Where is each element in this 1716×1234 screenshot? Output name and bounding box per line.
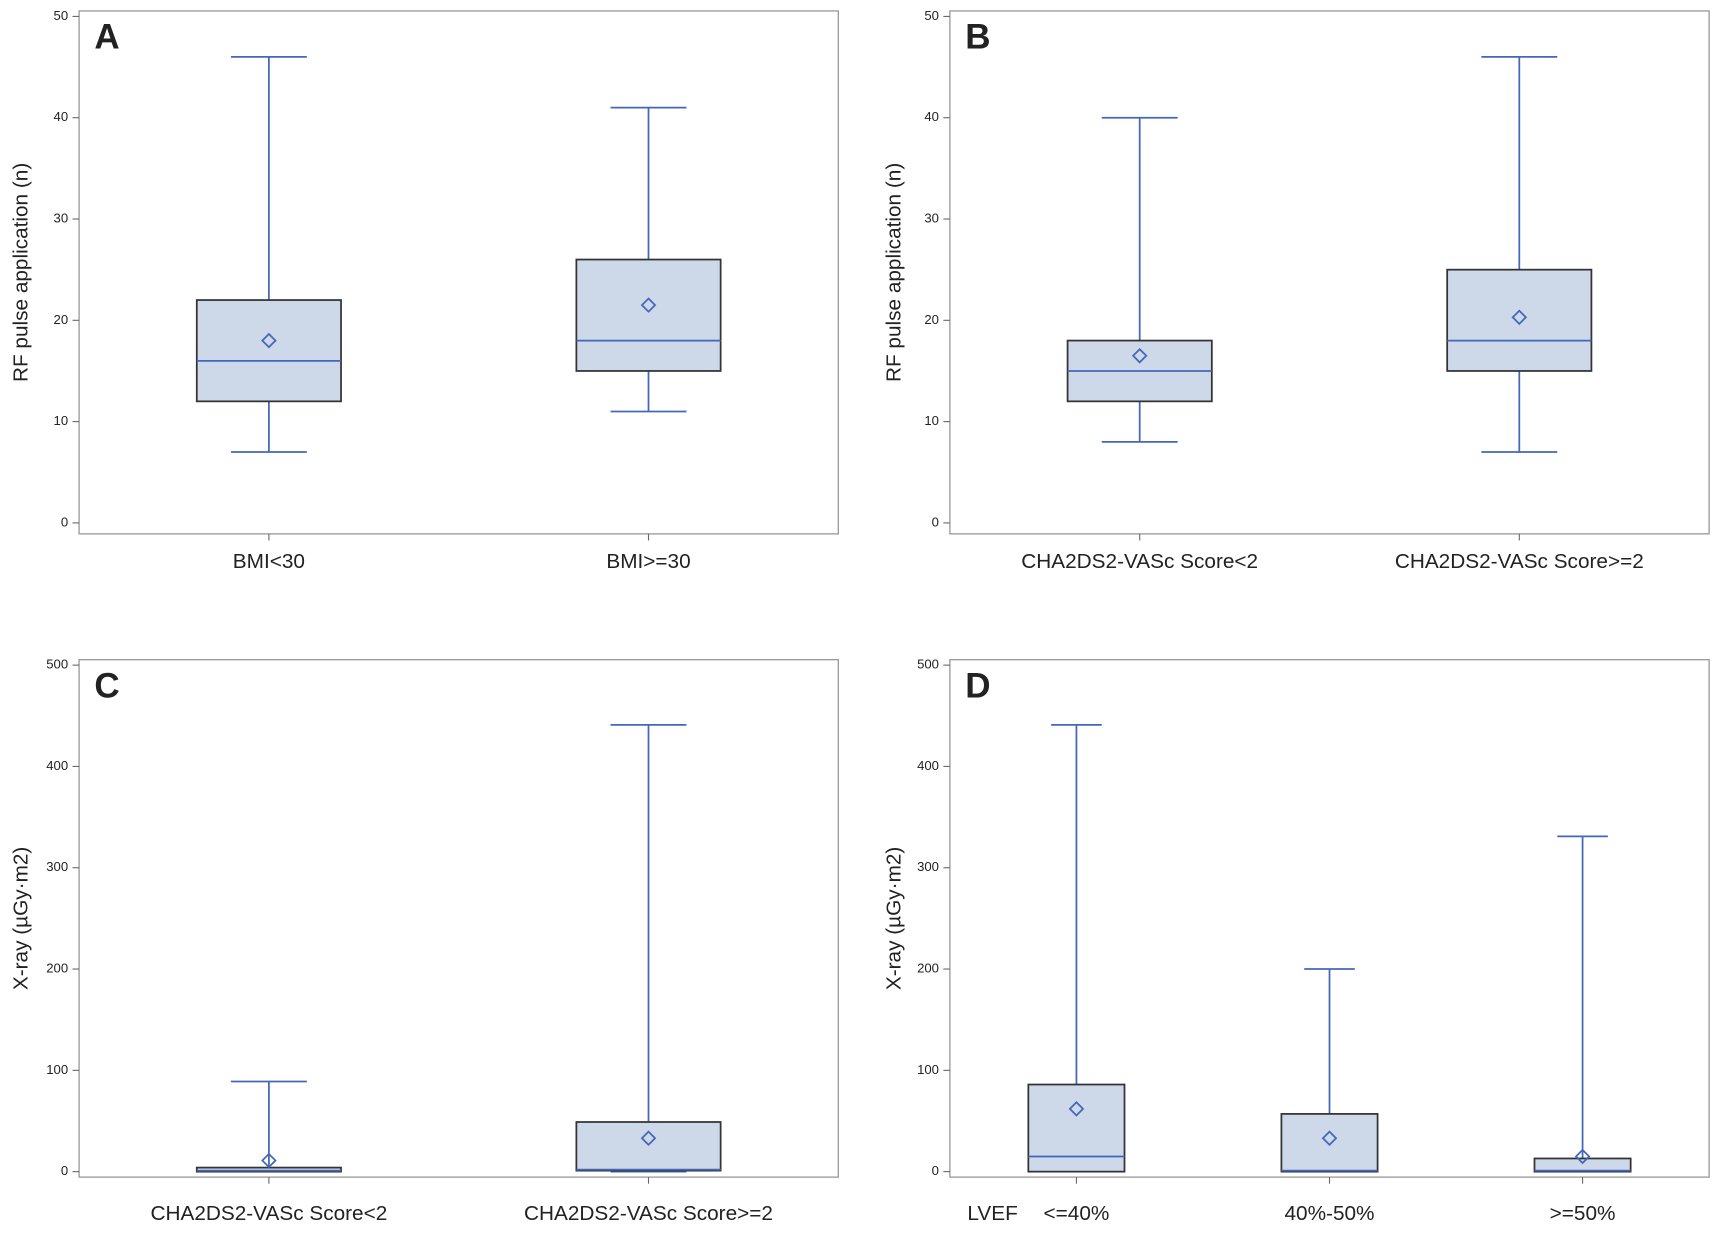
box xyxy=(1533,1157,1632,1173)
y-tick-label: 20 xyxy=(924,312,939,327)
plot-frame xyxy=(78,10,839,535)
y-axis-label: RF pulse application (n) xyxy=(883,163,906,382)
y-tick-label: 0 xyxy=(61,1163,68,1178)
box xyxy=(1280,1113,1379,1173)
box xyxy=(575,258,722,372)
y-tick-label: 50 xyxy=(54,8,69,23)
mean-marker xyxy=(640,1130,657,1147)
x-tick-label: BMI<30 xyxy=(233,550,305,573)
x-axis-label: LVEF xyxy=(967,1202,1017,1225)
y-tick-label: 50 xyxy=(924,8,939,23)
x-tick-label: 40%-50% xyxy=(1284,1202,1374,1225)
y-tick-label: 30 xyxy=(54,210,69,225)
y-tick-label: 10 xyxy=(924,413,939,428)
y-tick-label: 200 xyxy=(917,961,939,976)
mean-marker xyxy=(1068,1101,1085,1117)
panel-label: D xyxy=(965,666,990,705)
mean-marker xyxy=(640,297,657,313)
box xyxy=(1446,268,1593,372)
panel-label: C xyxy=(94,666,119,705)
mean-marker xyxy=(261,1152,277,1169)
x-tick-label: CHA2DS2-VASc Score>=2 xyxy=(1395,550,1644,573)
x-tick-label: <=40% xyxy=(1044,1202,1110,1225)
y-tick-label: 40 xyxy=(924,109,939,124)
y-tick-label: 0 xyxy=(932,514,939,529)
x-tick-label: CHA2DS2-VASc Score<2 xyxy=(1021,550,1258,573)
y-axis-label: X-ray (µGy·m2) xyxy=(883,847,906,990)
y-tick-label: 300 xyxy=(917,859,939,874)
mean-marker xyxy=(1131,347,1148,364)
panel-label: B xyxy=(965,18,990,57)
y-tick-label: 0 xyxy=(932,1163,939,1178)
mean-marker xyxy=(1511,309,1528,326)
x-tick-label: >=50% xyxy=(1550,1202,1616,1225)
box xyxy=(1027,1083,1126,1173)
x-tick-label: CHA2DS2-VASc Score>=2 xyxy=(524,1202,773,1225)
y-tick-label: 400 xyxy=(46,758,68,773)
x-tick-label: BMI>=30 xyxy=(606,550,690,573)
mean-marker xyxy=(261,332,277,349)
x-tick-label: CHA2DS2-VASc Score<2 xyxy=(150,1202,387,1225)
y-tick-label: 400 xyxy=(917,758,939,773)
y-tick-label: 30 xyxy=(924,210,939,225)
box xyxy=(195,299,342,403)
y-tick-label: 100 xyxy=(917,1062,939,1077)
y-axis-label: RF pulse application (n) xyxy=(10,163,33,382)
y-tick-label: 10 xyxy=(54,413,69,428)
mean-marker xyxy=(1574,1148,1591,1165)
y-tick-label: 300 xyxy=(46,859,68,874)
plot-frame xyxy=(949,10,1710,535)
y-tick-label: 20 xyxy=(54,312,69,327)
y-tick-label: 200 xyxy=(46,961,68,976)
box xyxy=(575,1121,722,1172)
plot-frame xyxy=(78,659,839,1178)
y-axis-label: X-ray (µGy·m2) xyxy=(10,847,33,990)
panel-label: A xyxy=(94,18,119,57)
y-tick-label: 100 xyxy=(46,1062,68,1077)
y-tick-label: 0 xyxy=(61,514,68,529)
mean-marker xyxy=(1321,1130,1338,1147)
y-tick-label: 500 xyxy=(46,657,68,672)
y-tick-label: 40 xyxy=(54,109,69,124)
y-tick-label: 500 xyxy=(917,657,939,672)
